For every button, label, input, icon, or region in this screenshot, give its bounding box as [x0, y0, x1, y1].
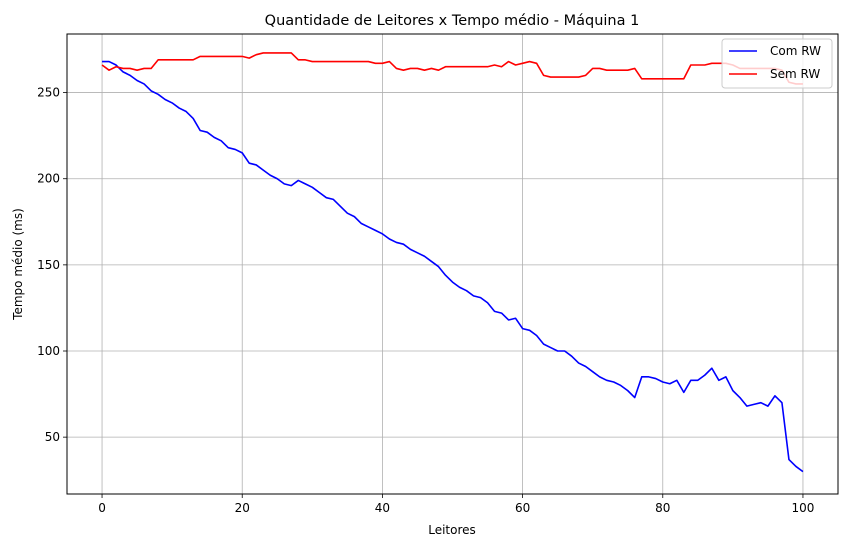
x-axis-label: Leitores [428, 523, 476, 537]
tick-layer: 0 20 40 60 80 100 50 100 150 200 250 [37, 86, 814, 515]
x-tick-label: 20 [235, 501, 250, 515]
series-line-sem-rw [101, 52, 803, 85]
x-tick-label: 40 [375, 501, 390, 515]
x-tick-label: 60 [515, 501, 530, 515]
x-tick-label: 0 [98, 501, 106, 515]
y-tick-label: 200 [37, 172, 60, 186]
y-tick-label: 100 [37, 344, 60, 358]
y-tick-label: 150 [37, 258, 60, 272]
legend-label-sem-rw: Sem RW [770, 67, 820, 81]
y-axis-label: Tempo médio (ms) [11, 208, 25, 321]
y-tick-label: 50 [45, 430, 60, 444]
series-layer [101, 52, 804, 473]
grid-layer [67, 34, 838, 494]
y-tick-label: 250 [37, 86, 60, 100]
legend: Com RW Sem RW [721, 38, 833, 89]
x-tick-label: 100 [792, 501, 815, 515]
x-tick-label: 80 [655, 501, 670, 515]
plot-frame [66, 33, 839, 495]
series-line-com-rw [102, 60, 804, 473]
legend-label-com-rw: Com RW [770, 44, 821, 58]
chart-title: Quantidade de Leitores x Tempo médio - M… [265, 13, 640, 29]
